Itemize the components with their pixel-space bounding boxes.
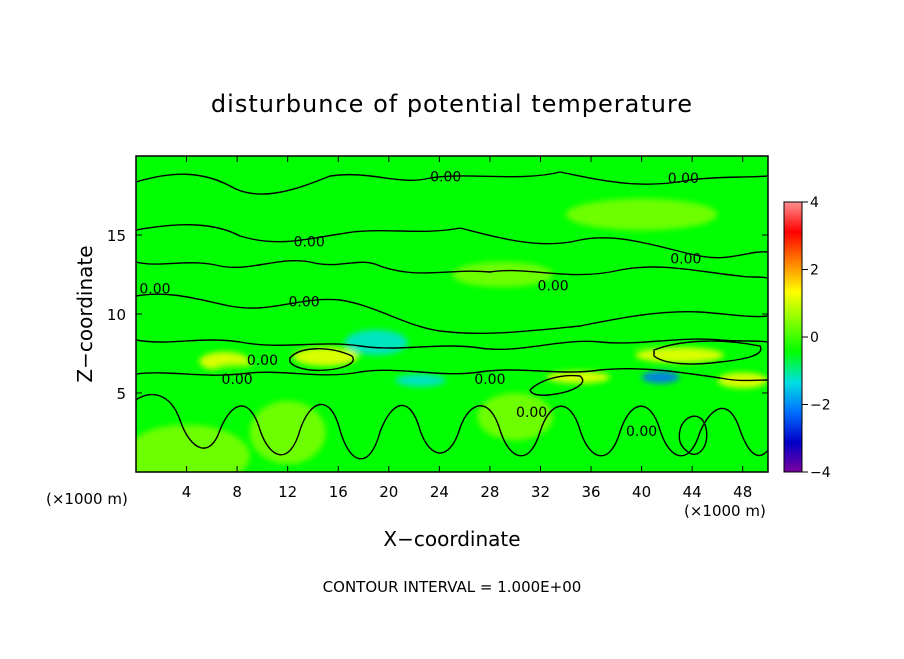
field-anomaly [546, 370, 611, 384]
contour-label: 0.00 [247, 353, 278, 369]
x-tick-label: 24 [430, 483, 449, 501]
contour-line [678, 415, 708, 455]
contour-label: 0.00 [538, 279, 569, 295]
field-anomaly [452, 261, 554, 288]
y-axis-unit: (×1000 m) [684, 502, 766, 520]
x-axis-label: X−coordinate [383, 527, 520, 551]
colorbar-tick-label: 4 [810, 195, 819, 211]
y-tick-label: 15 [107, 227, 126, 245]
contour-label: 0.00 [222, 372, 253, 388]
x-tick-label: 28 [480, 483, 499, 501]
field-anomaly [641, 370, 680, 384]
contour-line [529, 374, 584, 396]
plot-area: 0.00 0.00 0.00 0.00 0.00 0.00 0.00 0.00 0.00 0.00… [107, 155, 769, 501]
contour-label: 0.00 [294, 234, 325, 250]
contour-line [136, 224, 768, 259]
contour-line [653, 340, 762, 365]
colorbar-ticks: 4 2 0 −2 −4 [802, 195, 831, 481]
field-anomaly [635, 347, 724, 363]
contour-label: 0.00 [670, 252, 701, 268]
contour-line [136, 393, 768, 460]
contour-labels: 0.00 0.00 0.00 0.00 0.00 0.00 0.00 0.00 0.00 0.00… [139, 170, 701, 440]
contour-label: 0.00 [668, 171, 699, 187]
colorbar-tick-label: 2 [810, 263, 819, 279]
x-tick-label: 40 [632, 483, 651, 501]
contour-interval-note: CONTOUR INTERVAL = 1.000E+00 [323, 578, 582, 596]
x-axis-ticks: 4 8 12 16 20 24 28 32 36 40 44 48 [182, 156, 752, 501]
x-tick-label: 16 [329, 483, 348, 501]
field-anomaly [565, 198, 718, 231]
contour-line [136, 368, 768, 382]
field-anomaly [344, 329, 408, 356]
field-anomaly [477, 393, 554, 441]
x-tick-label: 48 [733, 483, 752, 501]
x-tick-label: 36 [581, 483, 600, 501]
contour-label: 0.00 [516, 405, 547, 421]
x-tick-label: 44 [683, 483, 702, 501]
field-anomaly [281, 295, 345, 318]
y-axis-label: Z−coordinate [73, 245, 97, 382]
y-tick-label: 5 [116, 385, 126, 403]
contour-line [136, 293, 768, 335]
field-anomaly [136, 424, 250, 472]
contour-line [136, 259, 768, 279]
field-anomaly [603, 328, 655, 348]
field-anomaly [395, 374, 446, 387]
x-tick-label: 4 [182, 483, 192, 501]
x-tick-label: 20 [379, 483, 398, 501]
contour-label: 0.00 [139, 282, 170, 298]
y-axis-ticks: 5 10 15 [107, 227, 768, 403]
contour-label: 0.00 [474, 372, 505, 388]
x-tick-label: 12 [278, 483, 297, 501]
contour-lines [136, 171, 768, 460]
colorbar-tick-label: −2 [810, 398, 831, 414]
colorbar-tick-label: −4 [810, 465, 831, 481]
contour-label: 0.00 [430, 170, 461, 186]
chart-title: disturbunce of potential temperature [211, 90, 693, 118]
colorbar-scale [783, 201, 803, 473]
x-axis-unit: (×1000 m) [46, 490, 128, 508]
contour-label: 0.00 [626, 424, 657, 440]
contour-label: 0.00 [289, 294, 320, 310]
x-tick-label: 32 [531, 483, 550, 501]
contour-line [289, 348, 355, 372]
colorbar-tick-label: 0 [810, 330, 819, 346]
x-tick-label: 8 [232, 483, 242, 501]
colorbar: 4 2 0 −2 −4 [783, 195, 831, 481]
contour-line [136, 171, 768, 195]
y-tick-label: 10 [107, 306, 126, 324]
contour-line [136, 338, 768, 351]
